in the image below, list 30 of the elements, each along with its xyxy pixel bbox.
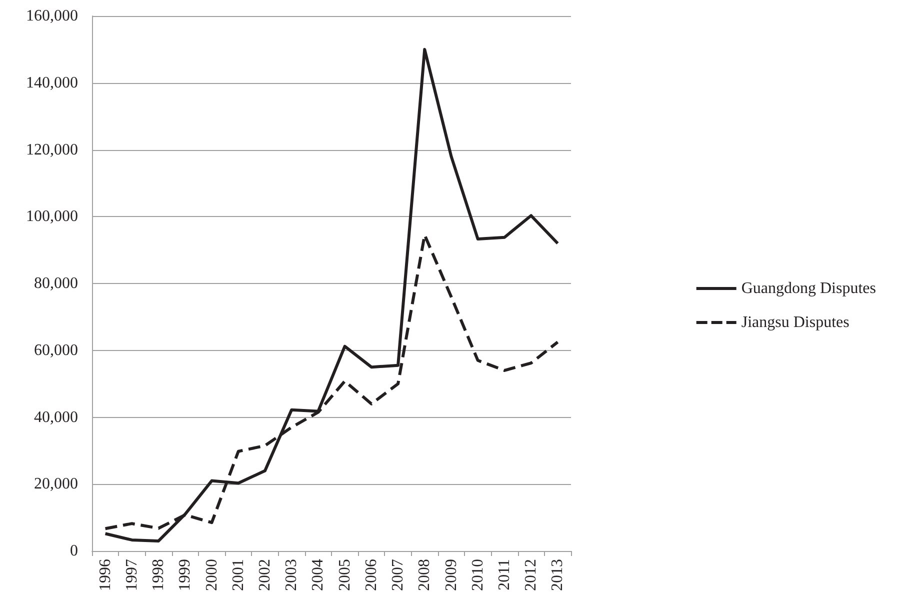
x-tick-label: 2007 <box>390 559 407 591</box>
x-tick-label: 2003 <box>283 559 300 591</box>
y-tick-label: 60,000 <box>34 342 78 359</box>
line-series <box>104 48 560 542</box>
x-tick-label: 1998 <box>150 559 168 591</box>
x-tick-label: 2000 <box>203 559 220 591</box>
y-tick-label: 120,000 <box>26 141 78 158</box>
y-tick-label: 0 <box>70 542 78 560</box>
legend-label: Jiangsu Disputes <box>741 314 850 331</box>
x-tick-label: 2009 <box>442 559 460 591</box>
x-tick-label: 2004 <box>310 559 327 591</box>
x-tick-label: 2001 <box>230 559 247 591</box>
x-tick-label: 2013 <box>549 559 566 591</box>
x-tick-label: 1999 <box>176 559 194 591</box>
x-tick-label: 2006 <box>362 559 380 591</box>
y-tick-label: 160,000 <box>26 8 78 24</box>
y-tick-label: 20,000 <box>34 476 78 493</box>
y-tick-label: 80,000 <box>34 275 78 292</box>
x-tick-label: 2011 <box>496 559 513 590</box>
legend-label: Guangdong Disputes <box>741 280 876 297</box>
x-tick-label: 1996 <box>96 559 114 591</box>
x-tick-label: 2002 <box>256 559 274 591</box>
y-tick-label: 140,000 <box>26 74 78 92</box>
x-tick-label: 2012 <box>522 559 540 591</box>
y-tick-label: 40,000 <box>34 408 78 426</box>
x-tick-label: 1997 <box>123 559 140 591</box>
x-tick-label: 2010 <box>469 559 486 591</box>
x-tick-label: 2008 <box>416 559 434 591</box>
y-tick-label: 100,000 <box>26 208 78 226</box>
x-tick-label: 2005 <box>336 559 354 591</box>
